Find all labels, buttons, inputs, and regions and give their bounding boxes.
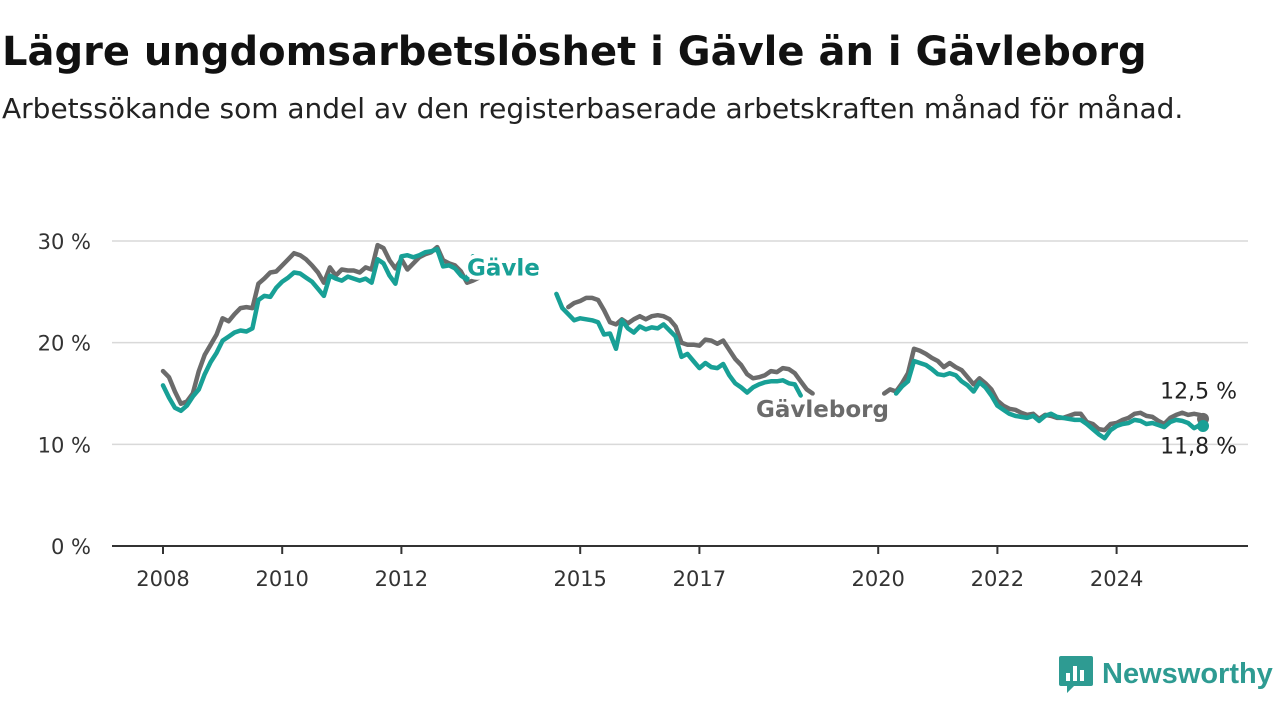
end-value-label-gavleborg: 12,5 % bbox=[1160, 380, 1237, 405]
series-line-g-vle bbox=[554, 291, 803, 398]
chart-title: Lägre ungdomsarbetslöshet i Gävle än i G… bbox=[2, 29, 1147, 75]
x-tick-label: 2024 bbox=[1090, 567, 1143, 591]
end-value-label-gavle: 11,8 % bbox=[1160, 434, 1237, 459]
x-axis bbox=[112, 545, 1248, 554]
y-axis-labels: 0 % 10 % 20 % 30 % bbox=[38, 230, 91, 559]
series-lines bbox=[160, 242, 1210, 441]
x-tick-label: 2022 bbox=[971, 567, 1024, 591]
x-axis-labels: 2008 2010 2012 2015 2017 2020 2022 2024 bbox=[136, 567, 1143, 591]
series-line-g-vle bbox=[893, 358, 1206, 441]
series-label-gavleborg: Gävleborg bbox=[756, 397, 889, 423]
y-tick-label: 0 % bbox=[51, 535, 91, 559]
x-tick-label: 2020 bbox=[851, 567, 904, 591]
end-point-marker bbox=[1197, 420, 1210, 433]
y-tick-label: 30 % bbox=[38, 230, 91, 254]
x-tick-label: 2017 bbox=[673, 567, 726, 591]
brand-name: Newsworthy bbox=[1102, 657, 1273, 690]
y-tick-label: 10 % bbox=[38, 433, 91, 457]
bar-chart-speech-bubble-icon bbox=[1059, 656, 1093, 693]
x-tick-label: 2010 bbox=[255, 567, 308, 591]
series-line-g-vle bbox=[160, 246, 511, 414]
series-line-g-vleborg bbox=[566, 295, 815, 396]
x-tick-label: 2008 bbox=[136, 567, 189, 591]
x-tick-label: 2012 bbox=[375, 567, 428, 591]
x-tick-label: 2015 bbox=[553, 567, 606, 591]
y-tick-label: 20 % bbox=[38, 332, 91, 356]
newsworthy-logo: Newsworthy bbox=[1058, 652, 1273, 696]
series-labels: Gävleborg Gävle 12,5 % 11,8 % bbox=[463, 252, 1237, 460]
series-label-gavle: Gävle bbox=[467, 256, 540, 282]
chart-subtitle: Arbetssökande som andel av den registerb… bbox=[2, 92, 1184, 125]
